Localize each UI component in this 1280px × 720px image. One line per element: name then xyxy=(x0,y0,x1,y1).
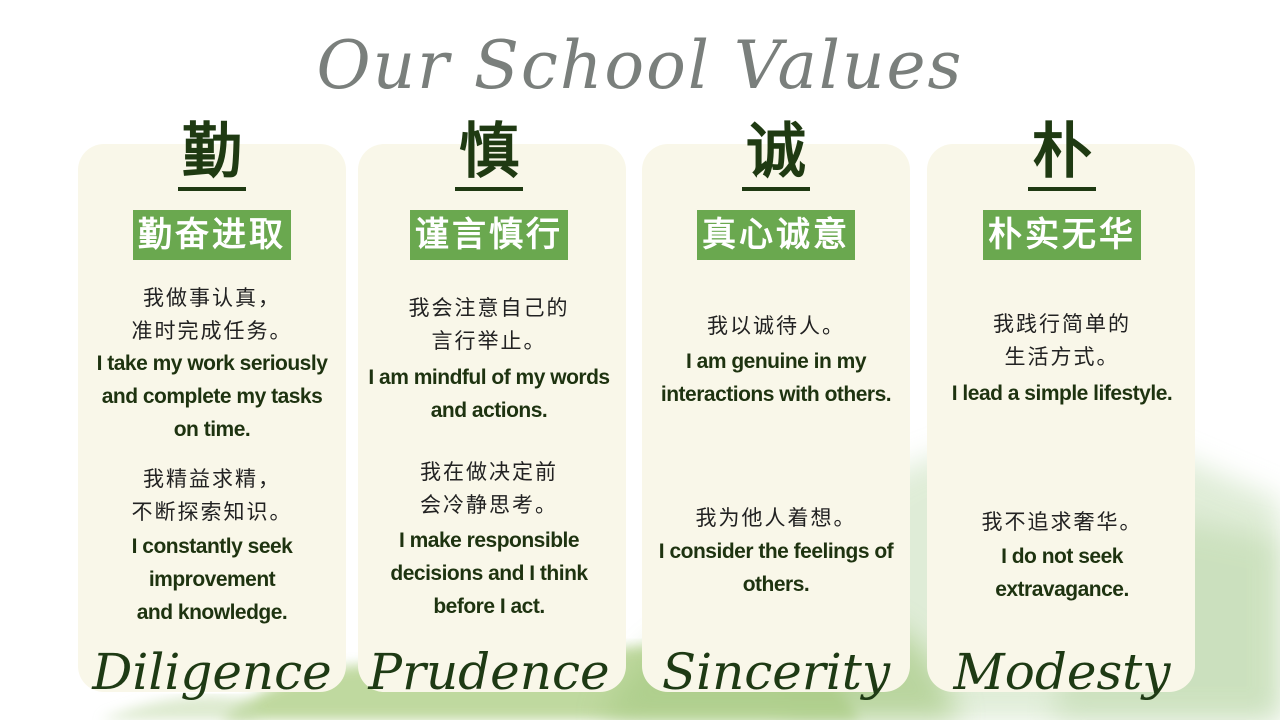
value-column-diligence: 勤 勤奋进取 我做事认真， 准时完成任务。 I take my work ser… xyxy=(67,110,357,720)
value-english-text-1: I am mindful of my words and actions. xyxy=(368,366,610,422)
value-english-text-1: I am genuine in my interactions with oth… xyxy=(660,350,892,406)
value-english-text-1: I lead a simple lifestyle. xyxy=(951,382,1173,405)
value-chinese-text-1: 我做事认真， 准时完成任务。 xyxy=(131,286,293,343)
value-chinese-text-2: 我不追求奢华。 xyxy=(981,510,1143,534)
value-character: 勤 xyxy=(67,110,357,194)
value-chinese-text-2: 我在做决定前 会冷静思考。 xyxy=(420,460,558,517)
value-column-sincerity: 诚 真心诚意 我以诚待人。 I am genuine in my interac… xyxy=(631,110,921,720)
value-english-text-2: I consider the feelings of others. xyxy=(658,540,894,596)
value-column-modesty: 朴 朴实无华 我践行简单的 生活方式。 I lead a simple life… xyxy=(917,110,1207,720)
value-english-text-2: I constantly seek improvement and knowle… xyxy=(131,535,293,624)
value-character: 朴 xyxy=(917,110,1207,194)
value-chinese-text-1: 我以诚待人。 xyxy=(707,314,845,338)
value-chinese-text-2: 我为他人着想。 xyxy=(695,506,857,530)
value-name: Sincerity xyxy=(661,643,891,701)
value-english-text-2: I make responsible decisions and I think… xyxy=(390,529,588,618)
value-english-text-2: I do not seek extravagance. xyxy=(995,545,1129,601)
value-chinese-text-1: 我会注意自己的 言行举止。 xyxy=(408,296,570,353)
value-idiom-label: 朴实无华 xyxy=(983,210,1141,260)
value-english-text-1: I take my work seriously and complete my… xyxy=(96,352,328,441)
value-idiom-label: 谨言慎行 xyxy=(410,210,568,260)
value-character: 诚 xyxy=(631,110,921,194)
value-name: Diligence xyxy=(92,643,332,701)
value-chinese-text-2: 我精益求精， 不断探索知识。 xyxy=(131,467,293,524)
value-character: 慎 xyxy=(344,110,634,194)
value-column-prudence: 慎 谨言慎行 我会注意自己的 言行举止。 I am mindful of my … xyxy=(344,110,634,720)
value-name: Modesty xyxy=(953,643,1171,701)
page-title: Our School Values xyxy=(316,27,964,104)
value-idiom-label: 勤奋进取 xyxy=(133,210,291,260)
value-chinese-text-1: 我践行简单的 生活方式。 xyxy=(993,312,1131,369)
value-name: Prudence xyxy=(368,643,610,701)
value-idiom-label: 真心诚意 xyxy=(697,210,855,260)
